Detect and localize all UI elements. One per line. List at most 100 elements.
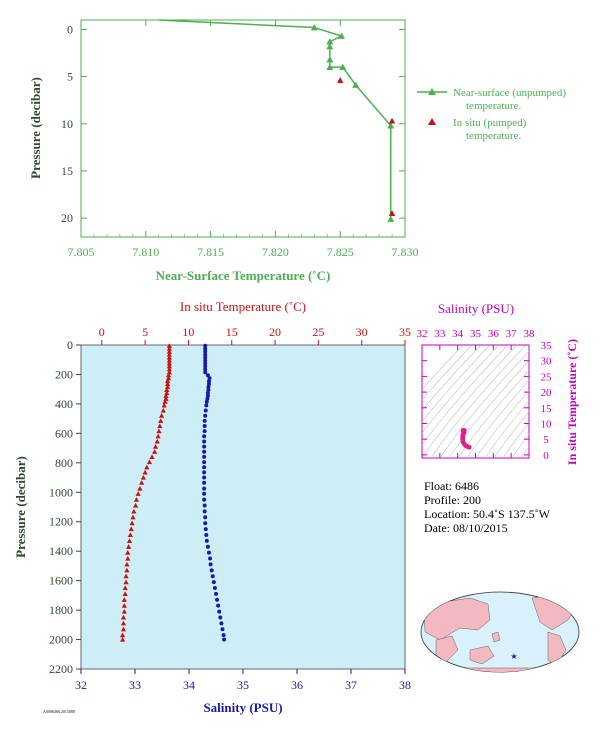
- temperature-point: [166, 354, 172, 360]
- salinity-tick-label: 33: [129, 678, 141, 692]
- salinity-point: [204, 403, 209, 408]
- near-surface-point: [310, 24, 318, 31]
- near-surface-point: [387, 215, 395, 222]
- salinity-point: [203, 521, 208, 526]
- salinity-point: [203, 413, 208, 418]
- float-location-star-icon: ★: [510, 652, 517, 661]
- salinity-point: [203, 349, 208, 354]
- salinity-point: [202, 429, 207, 434]
- salinity-point: [202, 444, 207, 449]
- temperature-point: [135, 491, 141, 496]
- ts-y-tick-label: 0: [543, 450, 549, 462]
- temperature-point: [119, 636, 126, 642]
- top-x-tick-label: 7.810: [132, 245, 159, 259]
- salinity-point: [202, 470, 207, 475]
- temp-tick-label: 20: [269, 325, 281, 339]
- salinity-point: [203, 343, 208, 348]
- salinity-point: [218, 615, 223, 620]
- salinity-point: [205, 544, 210, 549]
- top-y-tick-label: 0: [67, 22, 73, 36]
- density-contour: [493, 411, 529, 458]
- salinity-point: [216, 603, 221, 608]
- temperature-point: [164, 387, 170, 392]
- temperature-point: [119, 632, 126, 638]
- temperature-point: [126, 544, 132, 549]
- ts-density-contours: [422, 345, 529, 458]
- salinity-point: [214, 591, 218, 596]
- pressure-tick-label: 2000: [49, 633, 73, 647]
- salinity-point: [202, 503, 207, 508]
- temperature-point: [131, 508, 137, 514]
- temperature-point: [125, 550, 131, 555]
- salinity-point: [217, 609, 222, 614]
- temperature-point: [137, 485, 143, 491]
- salinity-tick-label: 35: [237, 678, 249, 692]
- salinity-point: [205, 373, 210, 378]
- ts-diagram: 32 33 34 35 36 37 38 0 5 10 15 20 25 30 35 Salinity (…: [417, 301, 580, 465]
- profile-temperature-axis-label: In situ Temperature (˚C): [180, 299, 306, 314]
- legend-label-near-surface-2: temperature.: [466, 100, 522, 112]
- salinity-point: [206, 379, 211, 384]
- temperature-point: [163, 396, 169, 401]
- temperature-point: [166, 369, 172, 375]
- profile-plot-frame: [80, 344, 406, 670]
- density-contour: [502, 422, 529, 458]
- temperature-point: [158, 418, 164, 423]
- salinity-point: [202, 465, 207, 470]
- top-x-tick-labels: 7.805 7.810 7.815 7.820 7.825 7.830: [68, 245, 419, 259]
- legend-label-in-situ-1: In situ (pumped): [453, 117, 527, 129]
- temperature-point: [154, 438, 160, 444]
- salinity-point: [222, 637, 227, 642]
- salinity-tick-label: 32: [75, 678, 87, 692]
- pressure-tick-label: 1400: [49, 544, 73, 558]
- footer-code: A0006486.2015088: [43, 709, 75, 714]
- profile-axis-ticks: [76, 340, 406, 674]
- ts-salinity-tick-labels: 32 33 34 35 36 37 38: [417, 328, 536, 340]
- density-contour: [422, 345, 518, 458]
- density-contour: [422, 345, 464, 391]
- ts-y-tick-label: 5: [543, 434, 549, 446]
- temp-tick-label: 30: [356, 325, 368, 339]
- ts-x-tick-label: 38: [524, 328, 536, 340]
- ts-y-tick-label: 25: [541, 371, 553, 383]
- top-axis-ticks: [80, 20, 406, 237]
- temperature-point: [122, 591, 128, 596]
- ts-x-tick-label: 37: [506, 328, 518, 340]
- near-surface-point: [352, 81, 360, 88]
- temperature-point: [165, 378, 171, 384]
- world-map: ★: [420, 591, 580, 673]
- top-x-tick-label: 7.815: [197, 245, 224, 259]
- salinity-point: [203, 515, 208, 520]
- pressure-tick-label: 600: [55, 426, 73, 440]
- legend-label-in-situ-2: temperature.: [466, 130, 522, 142]
- temperature-point: [155, 433, 161, 439]
- salinity-point: [203, 370, 208, 375]
- density-contour: [466, 380, 529, 458]
- ts-x-tick-label: 32: [417, 328, 428, 340]
- temperature-point: [166, 357, 172, 363]
- ts-x-tick-label: 33: [434, 328, 446, 340]
- salinity-point: [203, 367, 208, 372]
- legend-marker-near-surface: [428, 88, 436, 95]
- temperature-point: [132, 502, 139, 508]
- in-situ-point: [388, 117, 396, 124]
- pressure-tick-label: 1200: [49, 515, 73, 529]
- salinity-point: [203, 358, 208, 363]
- ts-x-tick-label: 36: [488, 328, 500, 340]
- temp-tick-label: 5: [142, 325, 148, 339]
- pressure-tick-label: 1000: [49, 485, 73, 499]
- temperature-point: [126, 538, 133, 543]
- temperature-point: [166, 349, 172, 354]
- profile-pressure-tick-labels: 0 200 400 600 800 1000 1200 1400 1600 1800 2000 220…: [49, 338, 73, 676]
- salinity-point: [202, 475, 207, 480]
- temperature-point: [120, 620, 127, 626]
- ts-y-tick-label: 15: [541, 403, 553, 415]
- temperature-point: [162, 399, 168, 404]
- ts-y-tick-label: 35: [541, 340, 553, 352]
- top-series-group: [158, 19, 396, 222]
- salinity-point: [204, 532, 209, 537]
- top-x-tick-label: 7.825: [327, 245, 354, 259]
- ts-y-tick-label: 30: [541, 356, 553, 368]
- in-situ-point: [337, 77, 344, 83]
- ts-y-axis-label: In situ Temperature (˚C): [565, 339, 579, 465]
